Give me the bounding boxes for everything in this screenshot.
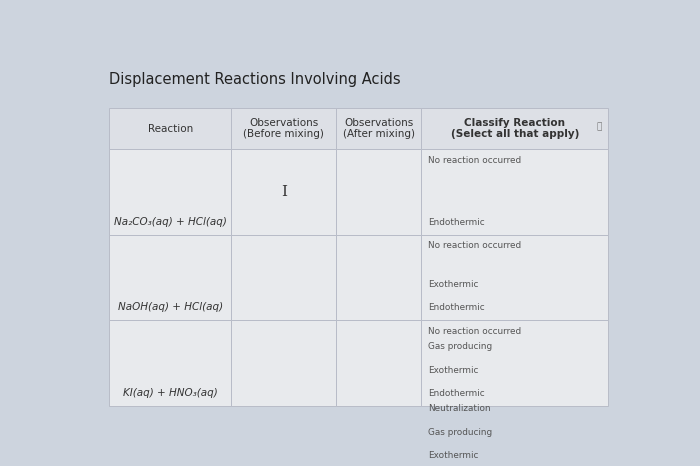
Text: Observations
(After mixing): Observations (After mixing) bbox=[343, 118, 414, 139]
Bar bbox=[421, 149, 608, 235]
Text: Endothermic: Endothermic bbox=[428, 389, 484, 398]
Text: Observations
(Before mixing): Observations (Before mixing) bbox=[244, 118, 324, 139]
Text: Classify Reaction
(Select all that apply): Classify Reaction (Select all that apply… bbox=[451, 118, 579, 139]
Bar bbox=[109, 235, 232, 320]
Bar bbox=[421, 320, 608, 406]
Bar bbox=[232, 320, 336, 406]
Text: Neutralization: Neutralization bbox=[428, 404, 490, 413]
Text: Endothermic: Endothermic bbox=[428, 218, 484, 227]
Text: ⓘ: ⓘ bbox=[596, 123, 602, 132]
Bar bbox=[109, 108, 232, 149]
Text: Endothermic: Endothermic bbox=[428, 303, 484, 312]
Bar bbox=[109, 149, 232, 235]
Text: NaOH(aq) + HCl(aq): NaOH(aq) + HCl(aq) bbox=[118, 302, 223, 312]
Text: No reaction occurred: No reaction occurred bbox=[428, 327, 521, 336]
Bar bbox=[232, 149, 336, 235]
Bar bbox=[109, 320, 232, 406]
Bar bbox=[336, 235, 421, 320]
Text: KI(aq) + HNO₃(aq): KI(aq) + HNO₃(aq) bbox=[123, 388, 218, 398]
Bar bbox=[421, 235, 608, 320]
Bar bbox=[336, 320, 421, 406]
Bar bbox=[232, 235, 336, 320]
Text: Na₂CO₃(aq) + HCl(aq): Na₂CO₃(aq) + HCl(aq) bbox=[114, 217, 227, 227]
Text: Displacement Reactions Involving Acids: Displacement Reactions Involving Acids bbox=[109, 72, 401, 87]
Text: Exothermic: Exothermic bbox=[428, 365, 478, 375]
Text: Gas producing: Gas producing bbox=[428, 342, 492, 351]
Text: I: I bbox=[281, 185, 287, 199]
Text: No reaction occurred: No reaction occurred bbox=[428, 241, 521, 250]
Bar bbox=[336, 149, 421, 235]
Text: Exothermic: Exothermic bbox=[428, 280, 478, 289]
Text: Reaction: Reaction bbox=[148, 123, 193, 134]
Bar bbox=[421, 108, 608, 149]
Text: Exothermic: Exothermic bbox=[428, 451, 478, 460]
Text: Gas producing: Gas producing bbox=[428, 428, 492, 437]
Text: No reaction occurred: No reaction occurred bbox=[428, 156, 521, 164]
Bar bbox=[232, 108, 336, 149]
Bar bbox=[336, 108, 421, 149]
